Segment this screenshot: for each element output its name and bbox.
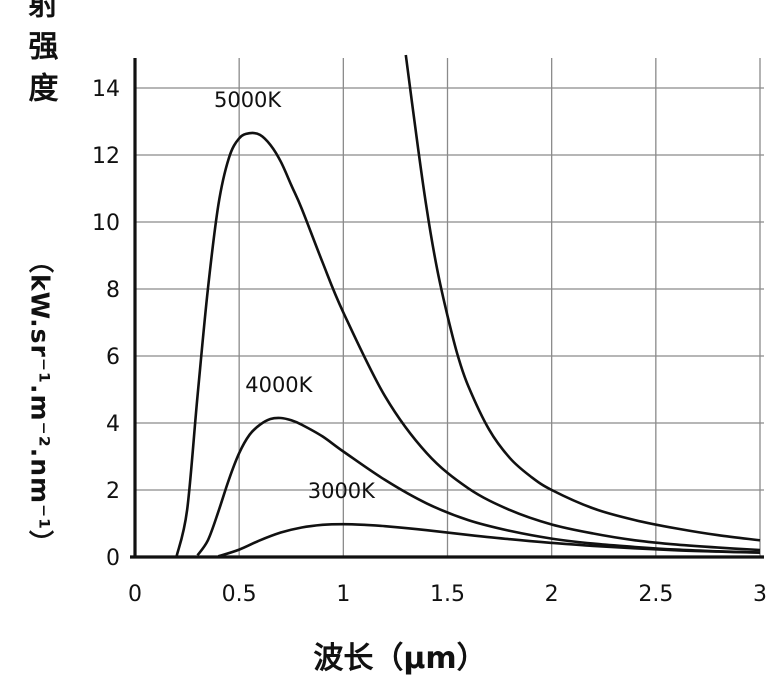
- x-tick-label: 2: [545, 582, 559, 607]
- y-tick-label: 12: [92, 144, 120, 169]
- x-tick-label: 1.5: [430, 582, 465, 607]
- y-tick-label: 14: [92, 77, 120, 102]
- series-curve-3000k: [217, 522, 761, 558]
- curve-labels: 5000K 4000K 3000K: [214, 88, 376, 503]
- x-tick-label: 1: [336, 582, 350, 607]
- tick-labels: 0 0.5 1 1.5 2 2.5 3 0 2 4 6 8 10 12 14: [92, 77, 767, 607]
- y-axis-title: 辐射强度: [23, 0, 59, 114]
- x-tick-label: 3: [753, 582, 767, 607]
- y-tick-label: 8: [106, 278, 120, 303]
- y-tick-label: 10: [92, 211, 120, 236]
- y-tick-label: 6: [106, 345, 120, 370]
- x-axis-title: 波长（μm）: [313, 641, 486, 676]
- series-curve-unlabeled: [404, 54, 761, 542]
- y-tick-label: 2: [106, 479, 120, 504]
- x-tick-label: 2.5: [638, 582, 673, 607]
- y-tick-label: 0: [106, 546, 120, 571]
- x-tick-label: 0: [128, 582, 142, 607]
- grid: [135, 58, 764, 557]
- series-label-4000k: 4000K: [245, 373, 313, 397]
- series-label-5000k: 5000K: [214, 88, 282, 112]
- curves: [175, 54, 761, 558]
- series-curve-5000k: [175, 131, 761, 557]
- series-label-3000k: 3000K: [308, 479, 376, 503]
- y-axis-unit: （kW.sr⁻¹.m⁻².nm⁻¹）: [26, 248, 55, 556]
- axes: [130, 58, 764, 559]
- series-curve-4000k: [196, 416, 761, 557]
- y-tick-label: 4: [106, 412, 120, 437]
- x-tick-label: 0.5: [222, 582, 257, 607]
